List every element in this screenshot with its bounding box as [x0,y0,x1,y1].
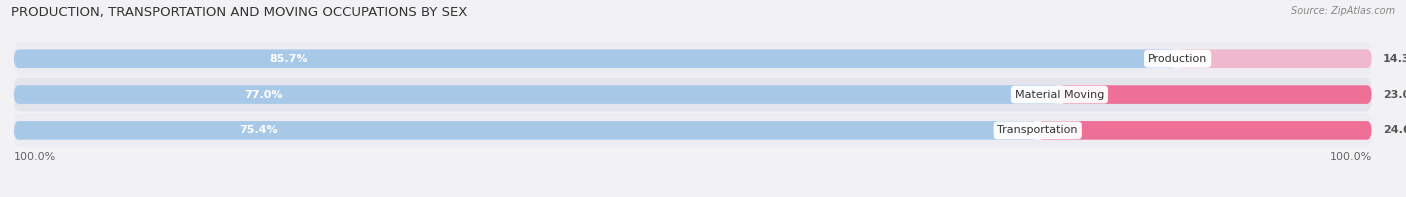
Text: Source: ZipAtlas.com: Source: ZipAtlas.com [1291,6,1395,16]
FancyBboxPatch shape [1060,85,1372,104]
Text: 14.3%: 14.3% [1382,54,1406,64]
Text: Material Moving: Material Moving [1015,90,1104,99]
Text: 85.7%: 85.7% [270,54,308,64]
Text: PRODUCTION, TRANSPORTATION AND MOVING OCCUPATIONS BY SEX: PRODUCTION, TRANSPORTATION AND MOVING OC… [11,6,468,19]
FancyBboxPatch shape [14,78,1372,111]
Text: 24.6%: 24.6% [1382,125,1406,135]
FancyBboxPatch shape [1178,49,1372,68]
Text: Production: Production [1147,54,1208,64]
FancyBboxPatch shape [14,42,1372,76]
Text: 100.0%: 100.0% [1330,152,1372,162]
FancyBboxPatch shape [14,121,1038,140]
Text: 77.0%: 77.0% [243,90,283,99]
Text: Transportation: Transportation [997,125,1078,135]
Text: 100.0%: 100.0% [14,152,56,162]
FancyBboxPatch shape [14,85,1060,104]
FancyBboxPatch shape [14,49,1178,68]
Text: 23.0%: 23.0% [1382,90,1406,99]
FancyBboxPatch shape [14,113,1372,147]
Text: 75.4%: 75.4% [239,125,278,135]
FancyBboxPatch shape [1038,121,1372,140]
